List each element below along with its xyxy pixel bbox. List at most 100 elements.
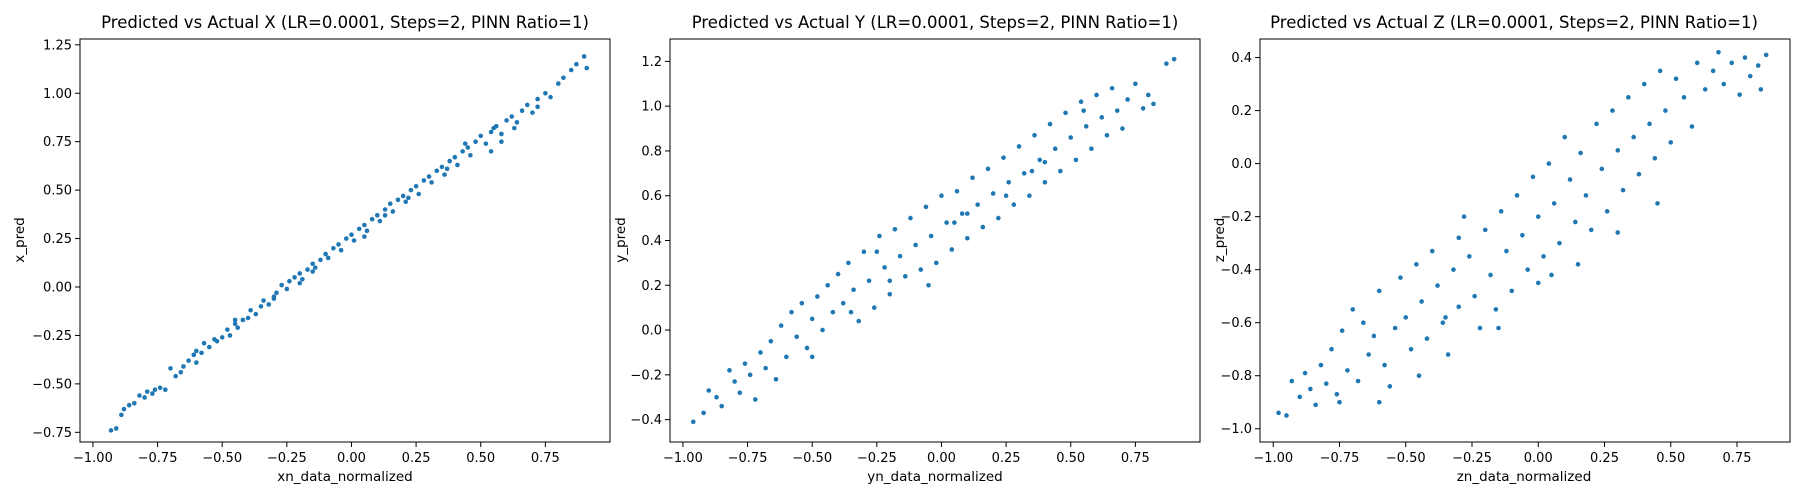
data-point — [1604, 209, 1610, 214]
data-point — [773, 377, 779, 382]
data-point — [874, 249, 880, 254]
data-point — [356, 226, 362, 232]
data-point — [323, 251, 328, 257]
x-tick-label: 0.25 — [402, 451, 431, 466]
data-point — [918, 267, 924, 272]
data-point — [387, 201, 393, 206]
data-point — [408, 187, 414, 193]
data-point — [1081, 108, 1086, 113]
data-point — [1376, 288, 1382, 294]
data-point — [225, 327, 230, 332]
data-point — [121, 406, 127, 412]
data-point — [173, 373, 178, 379]
data-point — [310, 269, 315, 274]
y-tick-label: 0.8 — [641, 144, 662, 159]
data-point — [144, 389, 150, 394]
data-point — [1145, 92, 1151, 98]
x-tick-label: −0.50 — [1386, 451, 1426, 466]
data-point — [1416, 373, 1422, 379]
x-axis-label: zn_data_normalized — [1457, 469, 1592, 485]
x-tick-label: −0.25 — [857, 451, 897, 466]
data-point — [1083, 124, 1089, 129]
y-tick-label: 1.0 — [641, 100, 662, 115]
data-point — [809, 354, 815, 360]
data-point — [142, 395, 147, 400]
y-tick-label: −0.4 — [630, 413, 662, 428]
x-tick-label: −0.75 — [138, 451, 178, 466]
data-point — [1567, 177, 1573, 182]
data-point — [871, 305, 877, 310]
data-point — [1297, 394, 1303, 400]
data-point — [1575, 262, 1581, 267]
data-point — [568, 67, 574, 73]
data-point — [214, 338, 220, 344]
data-point — [305, 267, 310, 272]
y-tick-label: 0.50 — [43, 184, 72, 199]
data-point — [996, 215, 1001, 221]
data-point — [1104, 132, 1110, 138]
data-point — [375, 213, 380, 218]
y-tick-label: −0.4 — [1220, 263, 1252, 278]
data-point — [191, 352, 197, 358]
data-point — [1456, 235, 1462, 241]
data-point — [351, 238, 357, 243]
data-point — [163, 387, 168, 392]
data-point — [939, 193, 944, 199]
data-point — [1588, 227, 1594, 233]
data-point — [897, 253, 903, 259]
data-point — [1151, 101, 1156, 107]
data-point — [1440, 320, 1446, 325]
data-point — [543, 90, 548, 96]
data-point — [460, 149, 465, 154]
data-point — [1063, 110, 1068, 116]
y-axis-label: x_pred — [12, 217, 28, 262]
data-point — [1755, 63, 1761, 68]
data-point — [1657, 68, 1663, 74]
data-point — [1366, 352, 1371, 357]
data-point — [274, 290, 279, 296]
data-point — [892, 227, 898, 232]
data-point — [1276, 410, 1281, 416]
data-point — [253, 311, 259, 317]
data-point — [152, 387, 158, 392]
data-point — [1382, 362, 1387, 368]
data-point — [119, 412, 124, 418]
data-point — [975, 202, 980, 207]
data-point — [206, 344, 212, 350]
scatter-points — [108, 54, 590, 433]
data-point — [390, 209, 396, 214]
data-point — [157, 385, 163, 391]
plot-frame — [1259, 38, 1791, 443]
data-point — [336, 242, 341, 247]
y-tick-label: −0.6 — [1220, 316, 1252, 331]
data-point — [1747, 73, 1753, 79]
data-point — [714, 394, 719, 400]
data-point — [954, 188, 960, 194]
data-point — [1016, 144, 1022, 149]
data-point — [1472, 293, 1477, 299]
data-point — [1737, 92, 1742, 97]
x-tick-label: −0.25 — [1452, 451, 1492, 466]
x-ticks: −1.00 −0.75 −0.50 −0.25 0.00 0.25 0.50 0.75 — [663, 442, 1150, 466]
data-point — [126, 402, 132, 408]
data-point — [369, 216, 375, 222]
data-point — [400, 193, 406, 199]
data-point — [1530, 174, 1536, 180]
data-point — [1027, 193, 1032, 199]
data-point — [439, 164, 445, 170]
data-point — [535, 104, 540, 110]
data-point — [186, 358, 191, 363]
y-axis-label: z_pred — [1212, 218, 1228, 263]
y-tick-label: 1.00 — [43, 87, 72, 102]
data-point — [690, 419, 696, 425]
data-point — [349, 232, 354, 237]
data-point — [1029, 168, 1035, 174]
data-point — [1461, 214, 1467, 219]
data-point — [1003, 193, 1009, 199]
x-axis-label: xn_data_normalized — [277, 469, 412, 485]
data-point — [1387, 384, 1393, 389]
data-point — [512, 125, 517, 131]
data-point — [1350, 307, 1356, 312]
data-point — [137, 393, 142, 398]
y-ticks: −0.75 −0.50 −0.25 0.00 0.25 0.50 0.75 1.00 1.25 — [32, 38, 80, 441]
